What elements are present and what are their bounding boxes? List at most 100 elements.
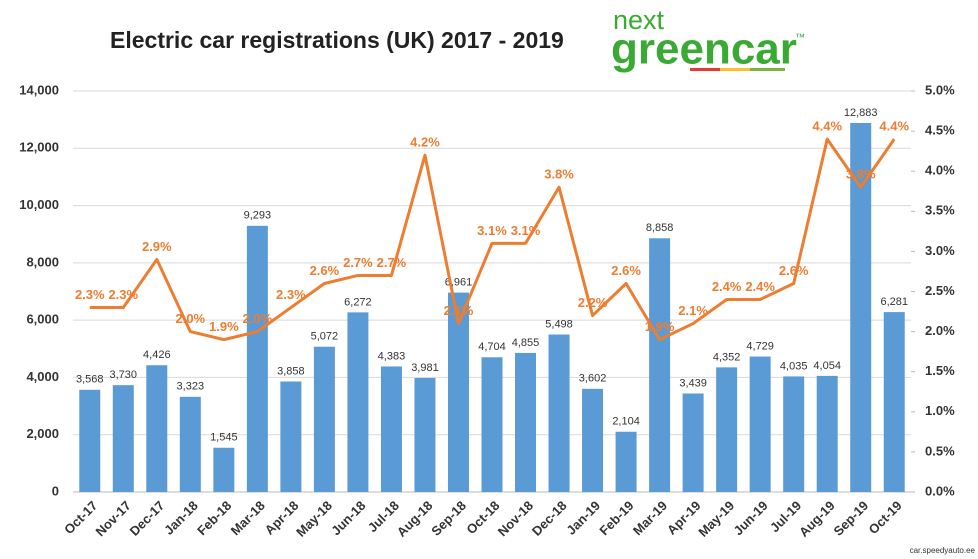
y2-tick-label: 2.0% [925,323,955,338]
bar [649,238,671,492]
bar-value-label: 6,281 [880,296,908,308]
y-tick-label: 12,000 [19,140,59,155]
logo-bottom: greencar [611,25,797,74]
y2-tick-label: 3.5% [925,203,955,218]
x-tick-label: Jun-18 [328,498,368,538]
bar [749,356,771,492]
bar-value-label: 8,858 [646,222,674,234]
bar [615,431,637,492]
line-value-label: 2.7% [377,255,407,270]
bar-value-label: 2,104 [612,416,640,428]
bar [347,312,369,492]
x-tick-label: Nov-18 [495,498,536,539]
bar [246,225,268,492]
line-value-label: 2.4% [745,279,775,294]
logo-stripe [690,68,720,71]
bar-value-label: 3,730 [110,369,138,381]
x-tick-label: Jan-19 [563,498,603,538]
y2-tick-label: 0.0% [925,483,955,498]
bar [414,377,436,492]
bar-value-label: 4,704 [478,341,506,353]
x-tick-label: Sep-18 [428,498,469,539]
bar [682,393,704,492]
line-value-label: 3.1% [477,223,507,238]
bar [213,447,235,492]
logo-stripe [750,68,785,71]
x-tick-label: Aug-19 [796,498,838,540]
bar-value-label: 4,426 [143,349,171,361]
x-tick-label: May-18 [293,498,335,540]
y-tick-label: 14,000 [19,82,59,97]
bar [816,375,838,492]
x-tick-label: Dec-18 [529,498,570,539]
bar-value-label: 4,352 [713,351,741,363]
bar [548,334,570,492]
x-tick-label: Feb-18 [194,498,234,538]
y-tick-label: 6,000 [26,312,59,327]
x-tick-label: Nov-17 [93,498,134,539]
logo-top: next [613,5,665,35]
bar [79,389,101,492]
y2-tick-label: 5.0% [925,82,955,97]
logo-mark: ™ [795,33,805,44]
y2-tick-label: 4.5% [925,123,955,138]
y-tick-label: 4,000 [26,369,59,384]
bar-value-label: 9,293 [244,210,272,222]
line-value-label: 2.1% [678,303,708,318]
y2-tick-label: 0.5% [925,443,955,458]
bar-value-label: 5,072 [311,331,339,343]
line-value-label: 3.1% [511,223,541,238]
line-value-label: 2.6% [779,263,809,278]
bar [380,366,402,492]
line-value-label: 2.0% [175,311,205,326]
line-value-label: 4.4% [879,119,909,134]
line-value-label: 2.6% [310,263,340,278]
line-value-label: 2.0% [243,311,273,326]
line-value-label: 2.1% [444,303,474,318]
line-value-label: 3.8% [544,167,574,182]
line-value-label: 1.9% [209,319,239,334]
bar [481,357,503,492]
y2-tick-label: 1.0% [925,403,955,418]
x-tick-label: Feb-19 [596,498,636,538]
line-value-label: 2.3% [108,287,138,302]
y2-tick-label: 4.0% [925,163,955,178]
y-tick-label: 2,000 [26,426,59,441]
line-value-label: 2.3% [75,287,105,302]
bar-value-label: 3,568 [76,374,104,386]
bar-value-label: 12,883 [844,107,878,119]
bar-value-label: 3,323 [177,381,205,393]
line-value-label: 2.7% [343,255,373,270]
y2-tick-label: 1.5% [925,363,955,378]
bar [716,367,738,492]
x-tick-label: Jun-19 [730,498,770,538]
bar [582,388,604,492]
line-value-label: 2.3% [276,287,306,302]
x-tick-label: Mar-19 [630,498,670,538]
bar-value-label: 3,981 [411,362,439,374]
x-tick-label: Sep-19 [831,498,872,539]
x-tick-label: Aug-18 [394,498,436,540]
bar-value-label: 3,858 [277,365,305,377]
bar [146,365,168,492]
bar [313,346,335,492]
line [89,137,896,342]
chart-title: Electric car registrations (UK) 2017 - 2… [110,27,564,53]
line-value-label: 3.8% [846,167,876,182]
line-value-label: 2.4% [712,279,742,294]
watermark: car.speedyauto.ee [910,546,976,555]
bar-value-label: 4,855 [512,337,540,349]
bar [783,376,805,492]
bar [447,292,469,492]
y-tick-label: 8,000 [26,254,59,269]
bar-value-label: 3,439 [679,377,707,389]
bar-value-label: 4,383 [378,350,406,362]
bar [850,122,872,492]
x-tick-label: Oct-19 [866,498,905,537]
y-tick-label: 0 [52,483,59,498]
line-value-label: 2.2% [578,295,608,310]
bar-value-label: 3,602 [579,373,607,385]
bar-value-label: 1,545 [210,432,238,444]
line-value-label: 4.4% [812,119,842,134]
